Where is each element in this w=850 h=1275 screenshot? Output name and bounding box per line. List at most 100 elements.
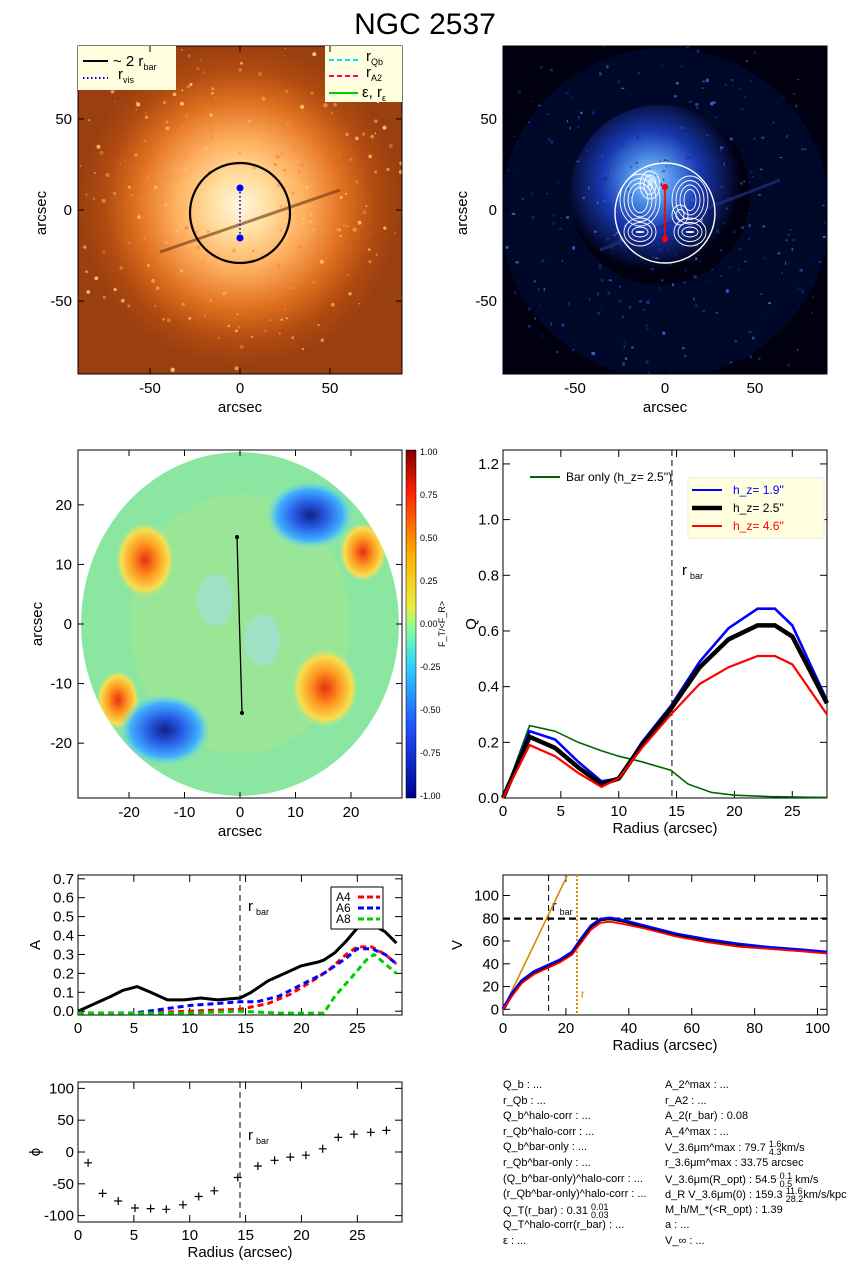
contour-speck <box>818 261 822 263</box>
phase-point <box>366 1128 375 1137</box>
galaxy-speck <box>418 217 420 219</box>
contour-speck <box>598 267 602 269</box>
galaxy-speck <box>140 198 143 201</box>
contour-speck <box>779 157 783 159</box>
contour-speck <box>712 101 716 104</box>
x-tick-label: -20 <box>118 804 140 821</box>
galaxy-speck <box>238 151 241 154</box>
contour-speck <box>648 372 650 374</box>
galaxy-speck <box>177 191 181 195</box>
contour-speck <box>511 212 516 215</box>
stat-qt-err-plus: 0.01 <box>591 1201 609 1212</box>
contour-speck <box>797 79 800 81</box>
contour-xlabel: arcsec <box>643 399 688 416</box>
galaxy-speck <box>83 245 87 249</box>
phase-point <box>334 1133 343 1142</box>
galaxy-speck <box>149 215 154 220</box>
x-tick-label: 20 <box>726 803 743 820</box>
galaxy-speck <box>225 30 229 34</box>
galaxy-speck <box>200 34 203 37</box>
contour-speck <box>696 31 699 34</box>
galaxy-speck <box>276 216 280 220</box>
stat-qb-halo: Q_b^halo-corr : ... <box>503 1110 591 1123</box>
contour-speck <box>598 156 601 158</box>
x-tick-label: 25 <box>349 1227 366 1244</box>
galaxy-speck <box>232 248 237 253</box>
galaxy-speck <box>127 241 131 245</box>
contour-speck <box>600 278 604 282</box>
phase-point <box>162 1205 171 1214</box>
contour-speck <box>646 327 649 330</box>
contour-speck <box>718 395 721 397</box>
galaxy-speck <box>86 290 91 294</box>
contour-speck <box>596 201 599 205</box>
galaxy-speck <box>362 210 367 215</box>
phase-point <box>233 1173 242 1182</box>
galaxy-speck <box>166 318 171 323</box>
galaxy-speck <box>292 147 297 152</box>
contour-speck <box>750 171 753 173</box>
y-tick-label: 0.0 <box>53 1003 74 1020</box>
contour-speck <box>588 297 591 301</box>
galaxy-speck <box>342 223 346 227</box>
contour-speck <box>557 181 559 184</box>
galaxy-speck <box>330 111 333 114</box>
galaxy-speck <box>361 132 366 136</box>
contour-speck <box>646 300 650 304</box>
contour-speck <box>668 262 672 265</box>
contour-speck <box>720 275 722 277</box>
contour-speck <box>658 287 661 290</box>
rbar-label-sub: bar <box>256 1136 269 1146</box>
qt-legend-label: h_z= 1.9'' <box>733 483 784 497</box>
contour-speck <box>618 80 620 84</box>
galaxy-speck <box>136 102 141 107</box>
galaxy-speck <box>375 253 378 256</box>
contour-speck <box>546 192 548 195</box>
galaxy-speck <box>301 216 305 221</box>
galaxy-speck <box>383 226 387 230</box>
galaxy-speck <box>374 170 378 174</box>
contour-speck <box>704 167 707 171</box>
x-tick-label: 40 <box>620 1020 637 1037</box>
contour-speck <box>812 295 815 298</box>
contour-speck <box>553 215 555 217</box>
galaxy-speck <box>194 378 195 379</box>
contour-speck <box>521 197 524 200</box>
galaxy-speck <box>388 144 393 149</box>
galaxy-speck <box>188 238 190 240</box>
contour-speck <box>533 280 536 283</box>
x-tick-label: 20 <box>293 1227 310 1244</box>
galaxy-speck <box>370 134 375 139</box>
phase-point <box>98 1189 107 1198</box>
contour-speck <box>610 220 613 223</box>
contour-speck <box>710 102 714 106</box>
contour-speck <box>715 312 719 314</box>
y-tick-label: 0.2 <box>478 734 499 751</box>
contour-speck <box>630 194 632 196</box>
contour-speck <box>726 197 730 199</box>
galaxy-speck <box>317 324 320 327</box>
contour-speck <box>620 300 622 303</box>
contour-speck <box>527 307 531 311</box>
map-center-2 <box>244 614 280 666</box>
contour-speck <box>560 216 562 219</box>
y-tick-label: 1.2 <box>478 456 499 473</box>
galaxy-speck <box>312 281 316 284</box>
galaxy-speck <box>198 159 201 162</box>
contour-speck <box>485 168 488 171</box>
contour-speck <box>613 234 616 236</box>
galaxy-speck <box>279 204 283 208</box>
galaxy-speck <box>219 142 221 145</box>
galaxy-speck <box>368 260 372 264</box>
galaxy-speck <box>62 226 63 227</box>
contour-speck <box>539 66 543 69</box>
galaxy-speck <box>310 91 314 95</box>
galaxy-speck <box>300 104 305 109</box>
contour-loop <box>619 173 661 227</box>
contour-speck <box>710 268 714 271</box>
galaxy-speck <box>240 61 243 65</box>
y-axis-label: V <box>449 940 466 950</box>
stat-qb: Q_b : ... <box>503 1079 543 1091</box>
contour-speck <box>625 115 627 117</box>
contour-speck <box>702 310 705 312</box>
